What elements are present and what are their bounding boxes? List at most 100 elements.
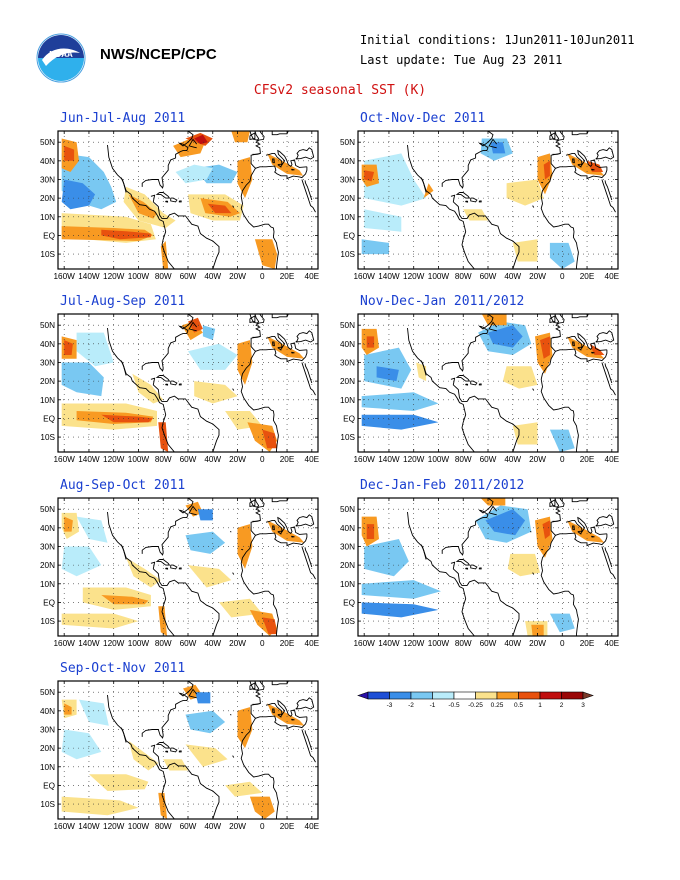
coastline: [304, 180, 313, 201]
coastline: [252, 702, 261, 705]
x-tick-label: 20E: [580, 272, 595, 281]
anomaly-patch: [549, 613, 575, 633]
coastline: [240, 314, 279, 452]
y-tick-label: 10N: [340, 396, 355, 405]
x-tick-label: 20W: [229, 639, 246, 648]
y-tick-label: EQ: [343, 231, 355, 240]
coastlines: [107, 681, 316, 819]
coastline: [470, 564, 478, 570]
y-tick-label: 30N: [340, 358, 355, 367]
x-tick-label: 40E: [605, 455, 620, 464]
anomaly-patch: [61, 546, 102, 577]
y-tick-label: 30N: [40, 725, 55, 734]
logo-text: NOAA: [49, 50, 73, 59]
coastline: [441, 498, 494, 556]
coastline: [450, 194, 520, 269]
grid-lines: [358, 131, 618, 269]
anomaly-patch: [262, 429, 278, 449]
anomaly-patch: [540, 336, 550, 359]
x-tick-label: 120W: [403, 639, 425, 648]
coastline: [265, 149, 307, 168]
anomaly-patch: [194, 134, 208, 145]
coastline: [304, 547, 313, 568]
x-tick-label: 140W: [378, 639, 400, 648]
coastline: [107, 511, 175, 636]
coastline: [552, 335, 561, 338]
coastline: [170, 564, 178, 570]
legend-swatch: [539, 691, 562, 700]
coastline: [165, 750, 169, 753]
x-tick-label: 140W: [378, 272, 400, 281]
anomaly-patch: [376, 366, 399, 382]
coastline: [254, 681, 265, 691]
coastline: [604, 547, 613, 568]
x-tick-label: 40E: [305, 455, 320, 464]
x-tick-label: 0: [260, 272, 265, 281]
anomaly-patch: [185, 531, 226, 554]
x-tick-label: 40E: [305, 272, 320, 281]
coastline: [170, 747, 178, 753]
x-tick-label: 140W: [78, 822, 100, 831]
anomaly-patch: [267, 703, 305, 726]
coastline: [555, 348, 608, 363]
panel-title: Sep-Oct-Nov 2011: [60, 661, 186, 676]
anomaly-patch: [542, 520, 550, 539]
coastline: [420, 360, 427, 376]
initial-conditions: Initial conditions: 1Jun2011-10Jun2011: [360, 33, 635, 47]
coastline: [591, 351, 595, 354]
anomaly-patch: [207, 203, 232, 214]
anomaly-patch: [101, 414, 154, 423]
y-tick-label: 20N: [340, 561, 355, 570]
anomaly-patch: [64, 145, 75, 161]
coastline: [420, 544, 427, 560]
x-tick-label: 20E: [280, 455, 295, 464]
anomaly-patch: [185, 501, 203, 517]
y-tick-label: 10N: [340, 580, 355, 589]
x-tick-label: 60W: [180, 822, 197, 831]
anomaly-patch: [76, 516, 108, 543]
coastline: [272, 525, 275, 531]
anomaly-patch: [423, 183, 434, 199]
sst-map: 160W 140W 120W 100W 80W 60W 40W 20W 0 20E 40E 50N 40…: [40, 130, 320, 281]
coastline: [540, 314, 579, 452]
x-tick-label: 40W: [204, 822, 221, 831]
anomaly-patch: [188, 343, 238, 370]
sst-map: 160W 140W 120W 100W 80W 60W 40W 20W 0 20E 40E 50N 40…: [340, 497, 620, 648]
sst-map: 160W 140W 120W 100W 80W 60W 40W 20W 0 20E 40E 50N 40…: [40, 313, 320, 464]
y-tick-label: EQ: [43, 781, 55, 790]
coastline: [572, 341, 575, 347]
coastline: [565, 149, 607, 168]
anomaly-patch: [76, 332, 114, 367]
coastline: [120, 360, 127, 376]
anomaly-patch: [79, 699, 109, 726]
anomaly-patch: [158, 792, 167, 819]
y-tick-label: 10S: [340, 433, 355, 442]
x-tick-label: 100W: [128, 639, 150, 648]
coastline: [188, 138, 198, 149]
last-update: Last update: Tue Aug 23 2011: [360, 53, 563, 67]
anomaly-patch: [61, 613, 139, 629]
coastline: [178, 567, 182, 570]
anomaly-patch: [231, 131, 250, 143]
coastlines: [407, 131, 616, 269]
coastline: [295, 147, 315, 160]
anomaly-patch: [361, 392, 439, 411]
y-tick-label: 20N: [340, 377, 355, 386]
y-tick-label: 20N: [40, 377, 55, 386]
anomaly-patch: [254, 239, 278, 269]
coastline: [577, 163, 583, 168]
coastline: [565, 332, 607, 351]
y-tick-label: 50N: [40, 505, 55, 514]
coastline: [178, 200, 182, 203]
coastline: [188, 321, 198, 332]
coastline: [165, 383, 169, 386]
coastline: [295, 330, 315, 343]
anomaly-patch: [567, 520, 605, 543]
coastline: [577, 530, 583, 535]
y-tick-label: 50N: [340, 138, 355, 147]
anomaly-patch: [549, 242, 575, 269]
coastline: [577, 346, 583, 351]
anomaly-patch: [463, 209, 488, 221]
anomaly-patch: [237, 157, 253, 199]
x-tick-label: 120W: [403, 272, 425, 281]
